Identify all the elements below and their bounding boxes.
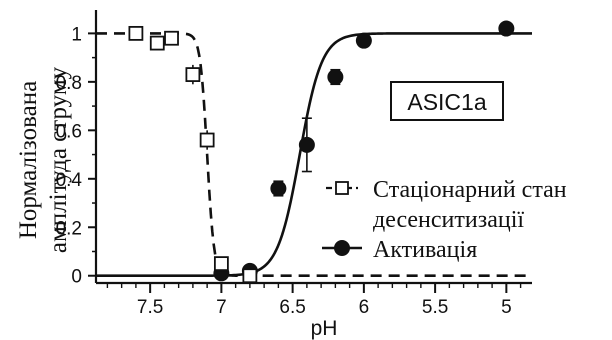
legend: Стаціонарний стан десенситизації Активац… bbox=[322, 177, 567, 263]
desensitization-point bbox=[128, 25, 144, 41]
activation-point bbox=[298, 136, 315, 153]
desensitization-point bbox=[149, 35, 165, 51]
activation-fit-curve bbox=[96, 32, 532, 278]
x-tick-label: 7.5 bbox=[137, 297, 163, 318]
annotation-frame bbox=[390, 81, 504, 121]
x-tick-label: 6 bbox=[359, 297, 370, 318]
desensitization-point bbox=[185, 67, 201, 82]
y-tick-label: 0.4 bbox=[56, 170, 83, 191]
annotation-box: ASIC1a bbox=[390, 81, 504, 121]
legend-filled-circle-marker bbox=[334, 240, 350, 256]
desensitization-point bbox=[213, 256, 229, 272]
y-tick-label: 0.8 bbox=[56, 73, 82, 94]
activation-point bbox=[498, 20, 515, 37]
x-tick-label: 6.5 bbox=[279, 297, 305, 318]
x-axis-title: pH bbox=[311, 317, 338, 340]
desensitization-point bbox=[242, 268, 258, 284]
x-tick-label: 7 bbox=[216, 297, 227, 318]
legend-entry-desensitization: Стаціонарний стан десенситизації bbox=[326, 177, 567, 233]
y-tick-label: 0 bbox=[71, 267, 82, 288]
x-tick-label: 5.5 bbox=[422, 297, 448, 318]
activation-point bbox=[270, 180, 287, 197]
y-axis-title-line-1: Нормалізована bbox=[15, 81, 42, 239]
y-axis-title-line-2: амплітуда струму bbox=[45, 66, 72, 253]
legend-label-desensitization-line-1: Стаціонарний стан bbox=[373, 177, 567, 203]
desensitization-point bbox=[164, 30, 179, 46]
x-tick-label: 5 bbox=[501, 297, 512, 318]
y-axis-title: Нормалізована амплітуда струму bbox=[15, 66, 72, 253]
annotation-label: ASIC1a bbox=[407, 89, 486, 115]
plot-area: 0 0.2 0.4 0.6 0.8 1 7.5 7 6.5 6 5.5 5 pH bbox=[56, 10, 532, 340]
legend-label-activation: Активація bbox=[373, 237, 477, 263]
y-tick-label: 1 bbox=[71, 24, 82, 45]
activation-point bbox=[355, 32, 372, 49]
activation-point bbox=[327, 69, 344, 86]
y-tick-label: 0.2 bbox=[56, 218, 82, 239]
desensitization-point bbox=[199, 132, 215, 148]
legend-label-desensitization-line-2: десенситизації bbox=[373, 207, 524, 233]
legend-entry-activation: Активація bbox=[322, 237, 477, 263]
y-tick-label: 0.6 bbox=[56, 121, 82, 142]
legend-open-square-marker bbox=[335, 181, 349, 195]
